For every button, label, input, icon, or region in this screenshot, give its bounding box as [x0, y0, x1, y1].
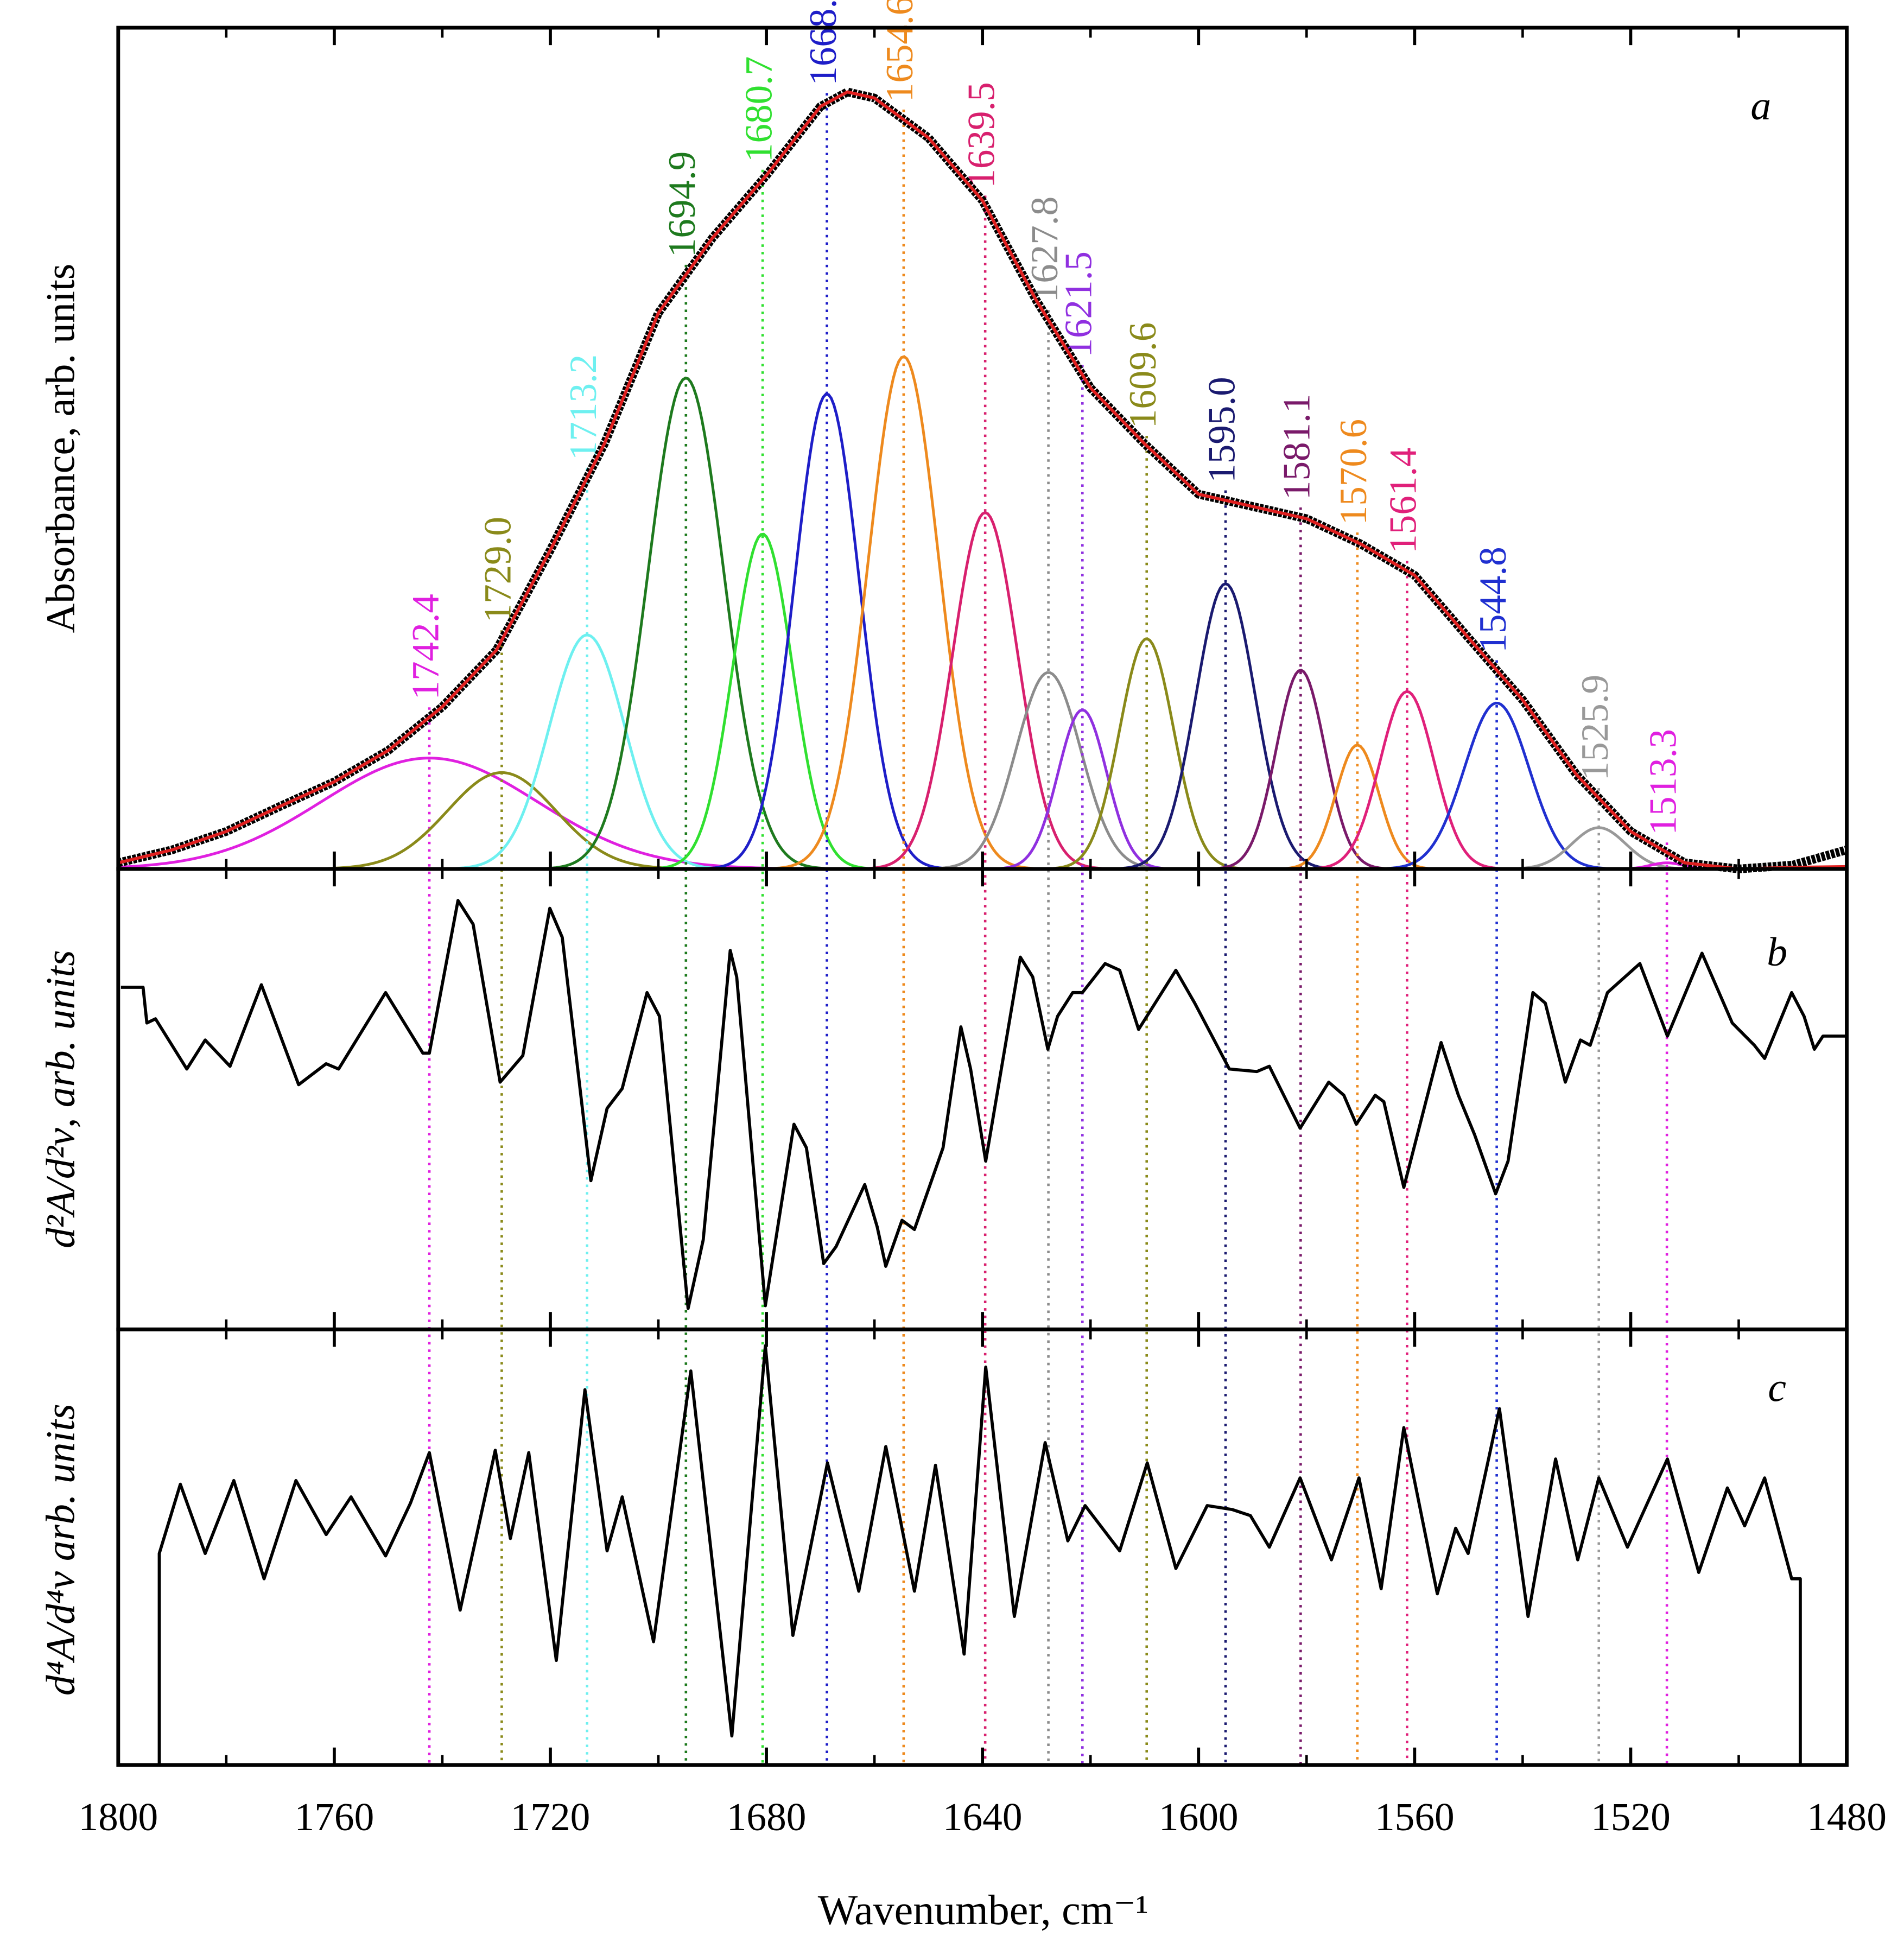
- y-axis-label: d⁴A/d⁴ν arb. units: [39, 1404, 84, 1696]
- y-axis-label: Absorbance, arb. units: [39, 264, 84, 633]
- x-tick-label: 1600: [1159, 1795, 1239, 1839]
- component-curve: [118, 392, 1847, 871]
- x-tick-label: 1560: [1375, 1795, 1455, 1839]
- peak-label: 1561.4: [1382, 447, 1425, 553]
- derivative-curve: [120, 899, 1847, 1310]
- panel: d⁴A/d⁴ν arb. units c: [39, 1327, 1849, 1767]
- peak-label: 1609.6: [1122, 322, 1164, 428]
- peak-label: 1654.6: [879, 0, 921, 102]
- x-tick-label: 1640: [943, 1795, 1023, 1839]
- panel-letter: a: [1750, 84, 1771, 129]
- peak-label: 1525.9: [1574, 675, 1616, 780]
- peak-label: 1729.0: [477, 517, 519, 623]
- panel-letter: b: [1767, 930, 1787, 975]
- x-tick-label: 1520: [1591, 1795, 1671, 1839]
- peak-label: 1639.5: [960, 82, 1002, 188]
- panel: d²A/d²ν, arb. units b: [39, 867, 1849, 1331]
- x-tick-label: 1480: [1807, 1795, 1887, 1839]
- peak-label: 1742.4: [404, 594, 447, 700]
- peak-label: 1581.1: [1276, 394, 1318, 500]
- panel-letter: c: [1768, 1365, 1786, 1410]
- peak-label: 1570.6: [1332, 419, 1375, 525]
- panel: 1742.4 1729.0 1713.2 1694.9 1680.7 1668.8 1654…: [39, 0, 1849, 1765]
- x-axis-label: Wavenumber, cm⁻¹: [818, 1887, 1148, 1933]
- x-tick-label: 1760: [295, 1795, 375, 1839]
- component-curve: [118, 376, 1847, 871]
- peak-label: 1513.3: [1642, 729, 1684, 835]
- x-tick-label: 1680: [727, 1795, 807, 1839]
- peak-label: 1694.9: [661, 151, 703, 257]
- peak-label: 1544.8: [1472, 547, 1514, 652]
- derivative-curve: [157, 1344, 1802, 1765]
- x-tick-label: 1720: [511, 1795, 591, 1839]
- peak-label: 1680.7: [738, 56, 780, 162]
- x-tick-label: 1800: [78, 1795, 158, 1839]
- peak-label: 1668.8: [802, 0, 845, 86]
- peak-label: 1595.0: [1201, 377, 1243, 483]
- component-curve: [118, 355, 1847, 871]
- panel-frame: [116, 867, 1849, 1331]
- y-axis-label: d²A/d²ν, arb. units: [39, 950, 84, 1248]
- peak-label: 1713.2: [562, 354, 605, 460]
- fit-curve: [118, 90, 1847, 871]
